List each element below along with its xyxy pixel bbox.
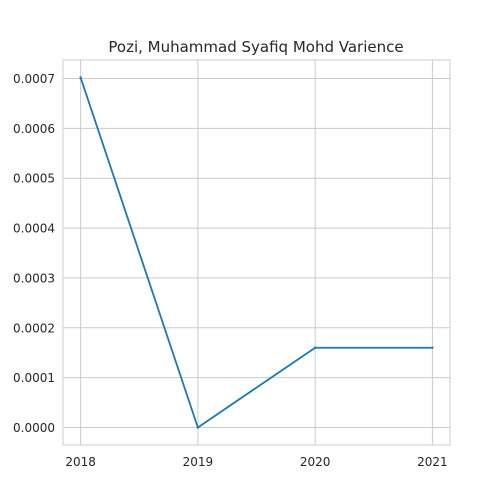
data-point [79, 76, 82, 79]
grid-layer [63, 60, 450, 445]
series-layer [79, 76, 434, 429]
y-tick-label: 0.0001 [13, 371, 55, 385]
plot-frame [62, 59, 451, 446]
y-tick-label: 0.0004 [13, 222, 55, 236]
y-tick-label: 0.0002 [13, 321, 55, 335]
y-axis-ticks: 0.0000 0.0001 0.0002 0.0003 0.0004 0.0005 0.00… [13, 72, 55, 435]
x-tick-label: 2019 [183, 455, 214, 469]
y-tick-label: 0.0007 [13, 72, 55, 86]
chart-title: Pozi, Muhammad Syafiq Mohd Varience [108, 38, 403, 56]
data-point [313, 346, 317, 349]
y-tick-label: 0.0006 [13, 122, 55, 136]
x-tick-label: 2018 [65, 455, 96, 469]
y-tick-label: 0.0005 [13, 172, 55, 186]
y-tick-label: 0.0003 [13, 271, 55, 285]
data-point [431, 346, 434, 349]
series-line [79, 77, 433, 429]
y-tick-label: 0.0000 [13, 421, 55, 435]
x-axis-ticks: 2018 2019 2020 2021 [65, 455, 447, 469]
x-tick-label: 2021 [417, 455, 448, 469]
data-point [196, 426, 200, 429]
x-tick-label: 2020 [300, 455, 331, 469]
